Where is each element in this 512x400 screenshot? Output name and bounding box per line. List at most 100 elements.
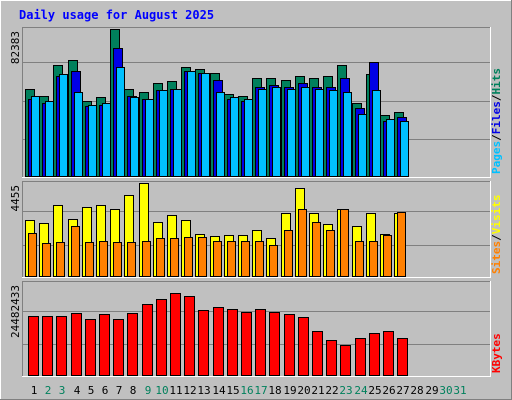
legend-kbytes: KBytes xyxy=(490,333,503,373)
bar-pages-day-7 xyxy=(116,67,125,177)
bar-pages-day-6 xyxy=(102,103,111,177)
bar-sites-day-17 xyxy=(255,241,264,277)
bar-kbytes-day-15 xyxy=(227,309,238,376)
bar-sites-day-15 xyxy=(227,241,236,277)
bar-pages-day-8 xyxy=(130,97,139,177)
y-max-label: 4455 xyxy=(9,185,22,212)
bar-pages-day-11 xyxy=(173,89,182,177)
day-label-19: 19 xyxy=(283,384,296,397)
bar-pages-day-17 xyxy=(258,89,267,177)
day-label-23: 23 xyxy=(339,384,352,397)
day-label-24: 24 xyxy=(354,384,368,397)
bar-kbytes-day-20 xyxy=(298,317,309,376)
day-label-28: 28 xyxy=(410,384,423,397)
bar-sites-day-9 xyxy=(142,241,151,277)
day-label-2: 2 xyxy=(45,384,52,397)
bar-kbytes-day-8 xyxy=(127,313,138,376)
bar-kbytes-day-10 xyxy=(156,299,167,376)
bar-pages-day-21 xyxy=(315,89,324,177)
day-label-8: 8 xyxy=(130,384,137,397)
bar-kbytes-day-9 xyxy=(142,304,153,376)
day-label-22: 22 xyxy=(325,384,338,397)
day-label-16: 16 xyxy=(240,384,253,397)
day-label-3: 3 xyxy=(59,384,66,397)
bar-kbytes-day-22 xyxy=(326,340,337,376)
bar-kbytes-day-23 xyxy=(340,345,351,376)
bar-pages-day-24 xyxy=(358,114,367,177)
legend-separator: / xyxy=(490,234,503,241)
day-label-1: 1 xyxy=(31,384,38,397)
bar-sites-day-11 xyxy=(170,238,179,277)
day-label-21: 21 xyxy=(311,384,324,397)
bar-pages-day-1 xyxy=(31,96,40,177)
bar-pages-day-19 xyxy=(287,89,296,177)
bar-sites-day-20 xyxy=(298,209,307,277)
bar-pages-day-22 xyxy=(329,90,338,177)
bar-sites-day-25 xyxy=(369,241,378,277)
bar-pages-day-5 xyxy=(88,105,97,177)
bar-sites-day-21 xyxy=(312,222,321,277)
bar-pages-day-25 xyxy=(372,90,381,177)
y-max-label: 82383 xyxy=(9,31,22,64)
bar-pages-day-20 xyxy=(301,87,310,177)
bar-kbytes-day-24 xyxy=(355,338,366,376)
bar-kbytes-day-11 xyxy=(170,293,181,376)
bar-kbytes-day-14 xyxy=(213,307,224,376)
chart-title: Daily usage for August 2025 xyxy=(19,8,214,22)
bar-pages-day-16 xyxy=(244,99,253,177)
bar-pages-day-4 xyxy=(74,92,83,177)
day-label-15: 15 xyxy=(226,384,239,397)
panel-kbytes: 24482433 KBytes xyxy=(9,281,503,377)
bar-kbytes-day-2 xyxy=(42,316,53,376)
bar-sites-day-10 xyxy=(156,238,165,277)
bar-kbytes-day-4 xyxy=(71,313,82,376)
bar-kbytes-day-18 xyxy=(269,312,280,376)
bar-kbytes-day-17 xyxy=(255,309,266,376)
bar-kbytes-day-27 xyxy=(397,338,408,376)
bar-sites-day-18 xyxy=(269,245,278,277)
day-label-14: 14 xyxy=(212,384,226,397)
legend-files: Files xyxy=(490,101,503,134)
bar-kbytes-day-25 xyxy=(369,333,380,376)
bar-pages-day-13 xyxy=(201,73,210,177)
bar-sites-day-8 xyxy=(127,242,136,277)
bar-sites-day-12 xyxy=(184,237,193,277)
legend-visits: Visits xyxy=(490,195,503,235)
bar-sites-day-7 xyxy=(113,242,122,277)
bar-kbytes-day-12 xyxy=(184,296,195,376)
day-label-30: 30 xyxy=(439,384,452,397)
day-label-18: 18 xyxy=(268,384,281,397)
bar-kbytes-day-3 xyxy=(56,316,67,376)
bar-kbytes-day-5 xyxy=(85,319,96,376)
bar-kbytes-day-13 xyxy=(198,310,209,376)
day-label-7: 7 xyxy=(116,384,123,397)
series-legend: KBytes xyxy=(490,333,503,373)
bar-pages-day-3 xyxy=(59,74,68,177)
day-labels: 1 2 3 4 5 6 7 8 9 10 11 12 13 14 15 16 17 18 19 20 21 22 23 24 2… xyxy=(31,384,467,397)
bar-sites-day-13 xyxy=(198,237,207,277)
day-label-17: 17 xyxy=(254,384,267,397)
bar-pages-day-27 xyxy=(400,121,409,177)
panel-hits: 82383 Pages/Files/Hits xyxy=(9,27,503,178)
legend-sites: Sites xyxy=(490,241,503,274)
bar-sites-day-14 xyxy=(213,241,222,277)
bar-sites-day-2 xyxy=(42,243,51,277)
panel-visits: 4455 Sites/Visits xyxy=(9,181,503,278)
series-legend: Pages/Files/Hits xyxy=(490,68,503,174)
bar-kbytes-day-16 xyxy=(241,312,252,376)
bar-pages-day-2 xyxy=(45,101,54,177)
bar-pages-day-23 xyxy=(343,92,352,177)
day-label-20: 20 xyxy=(297,384,310,397)
day-label-9: 9 xyxy=(145,384,152,397)
bar-sites-day-1 xyxy=(28,233,37,277)
day-label-13: 13 xyxy=(197,384,210,397)
legend-separator: / xyxy=(490,134,503,141)
bar-sites-day-4 xyxy=(71,226,80,277)
chart-panels: 82383Pages/Files/Hits4455Sites/Visits244… xyxy=(9,27,503,377)
day-label-26: 26 xyxy=(382,384,395,397)
bar-sites-day-26 xyxy=(383,235,392,277)
day-label-10: 10 xyxy=(155,384,168,397)
day-label-25: 25 xyxy=(368,384,381,397)
bar-pages-day-9 xyxy=(145,99,154,177)
